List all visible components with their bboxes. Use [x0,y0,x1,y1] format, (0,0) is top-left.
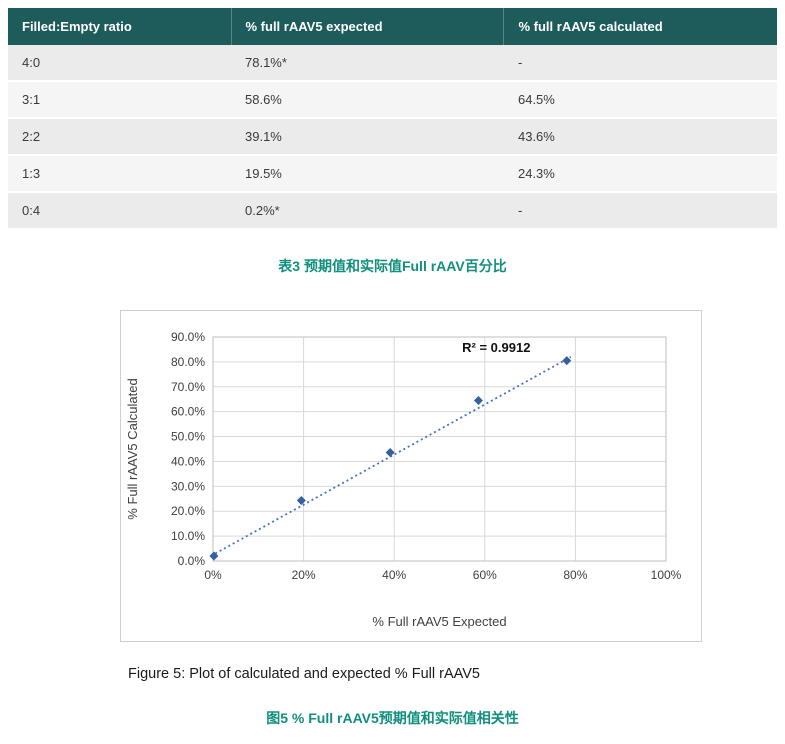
figure-caption-zh: 图5 % Full rAAV5预期值和实际值相关性 [266,710,519,726]
svg-text:90.0%: 90.0% [171,330,205,344]
svg-text:60%: 60% [473,568,497,582]
table-header-row: Filled:Empty ratio % full rAAV5 expected… [8,8,777,45]
cell-expected: 19.5% [231,155,504,193]
table-row: 4:0 78.1%* - [8,45,777,82]
scatter-plot-svg: 0% 20% 40% 60% 80% 100% 0.0% 10.0% 20.0% 30.0% 40.… [125,330,682,629]
cell-calculated: 64.5% [503,81,777,119]
ratio-table: Filled:Empty ratio % full rAAV5 expected… [8,8,777,230]
svg-text:0.0%: 0.0% [178,554,206,568]
svg-text:70.0%: 70.0% [171,380,205,394]
cell-expected: 58.6% [231,81,504,119]
svg-text:10.0%: 10.0% [171,529,205,543]
cell-ratio: 0:4 [8,192,231,230]
table-row: 2:2 39.1% 43.6% [8,118,777,156]
table-row: 0:4 0.2%* - [8,192,777,230]
svg-text:% Full rAAV5 Expected: % Full rAAV5 Expected [372,614,506,629]
scatter-chart: 0% 20% 40% 60% 80% 100% 0.0% 10.0% 20.0% 30.0% 40.… [120,310,702,642]
svg-text:50.0%: 50.0% [171,430,205,444]
cell-expected: 0.2%* [231,192,504,230]
cell-calculated: 24.3% [503,155,777,193]
svg-text:80.0%: 80.0% [171,355,205,369]
svg-text:20%: 20% [292,568,316,582]
svg-text:60.0%: 60.0% [171,405,205,419]
cell-ratio: 3:1 [8,81,231,119]
figure-caption: Figure 5: Plot of calculated and expecte… [128,666,480,682]
table-caption: 表3 预期值和实际值Full rAAV百分比 [278,258,507,274]
svg-text:40.0%: 40.0% [171,454,205,468]
svg-text:100%: 100% [651,568,682,582]
cell-expected: 78.1%* [231,45,504,82]
cell-ratio: 4:0 [8,45,231,82]
svg-text:80%: 80% [563,568,587,582]
table-row: 1:3 19.5% 24.3% [8,155,777,193]
cell-calculated: 43.6% [503,118,777,156]
header-expected: % full rAAV5 expected [230,8,504,45]
header-filled-empty-ratio: Filled:Empty ratio [8,8,231,45]
cell-ratio: 1:3 [8,155,231,193]
header-calculated: % full rAAV5 calculated [503,8,777,45]
cell-calculated: - [503,192,777,230]
svg-text:30.0%: 30.0% [171,479,205,493]
svg-text:20.0%: 20.0% [171,504,205,518]
svg-text:% Full rAAV5 Calculated: % Full rAAV5 Calculated [125,378,140,519]
table-row: 3:1 58.6% 64.5% [8,81,777,119]
cell-ratio: 2:2 [8,118,231,156]
svg-text:0%: 0% [204,568,222,582]
svg-text:R² = 0.9912: R² = 0.9912 [462,340,530,355]
cell-calculated: - [503,45,777,82]
svg-text:40%: 40% [382,568,406,582]
cell-expected: 39.1% [231,118,504,156]
